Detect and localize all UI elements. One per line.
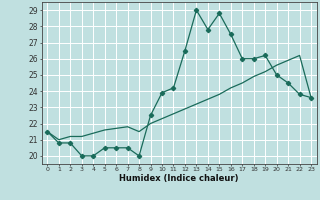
X-axis label: Humidex (Indice chaleur): Humidex (Indice chaleur): [119, 174, 239, 183]
